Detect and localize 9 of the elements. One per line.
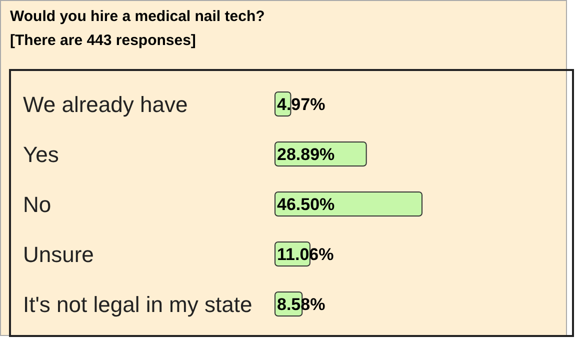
text: [There are 443 responses] (10, 31, 197, 51)
y-tick-label: Unsure (23, 242, 94, 267)
y-tick-label: We already have (23, 92, 188, 117)
data-label: 46.50% (277, 195, 335, 214)
data-label: 28.89% (277, 145, 335, 164)
y-tick-label: It's not legal in my state (23, 292, 252, 317)
text: Would you hire a medical nail tech? (10, 7, 266, 27)
y-tick-label: No (23, 192, 52, 217)
y-tick-label: Yes (23, 142, 59, 167)
